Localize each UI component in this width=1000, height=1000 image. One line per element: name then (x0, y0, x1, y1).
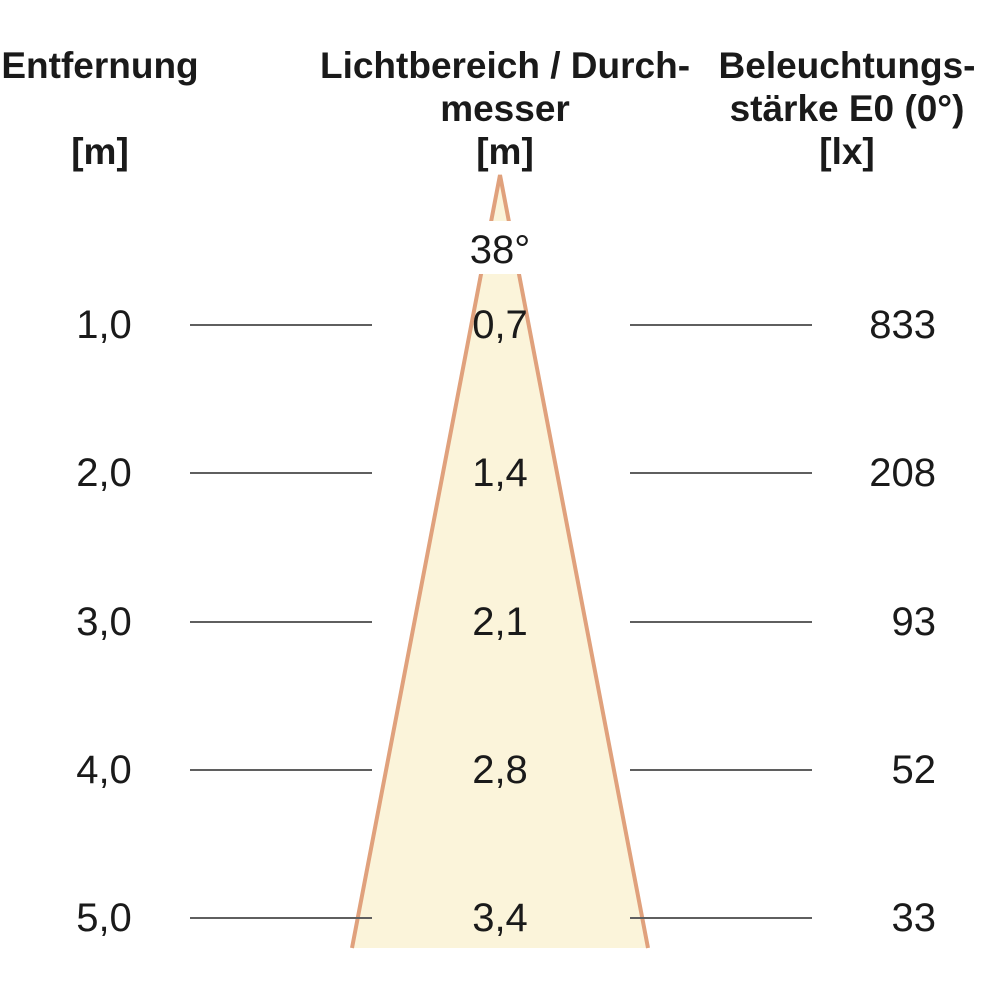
distance-value-4: 4,0 (76, 748, 132, 792)
header-distance: Entfernung [m] (1, 44, 198, 173)
header-illuminance-title-line2: stärke E0 (0°) (729, 88, 965, 129)
header-illuminance-unit: [lx] (819, 131, 875, 172)
beam-angle-value: 38° (469, 228, 531, 272)
diameter-value-1: 0,7 (472, 303, 528, 347)
distance-value-3: 3,0 (76, 600, 132, 644)
header-illuminance-title-line1: Beleuchtungs- (718, 45, 976, 86)
diameter-value-4: 2,8 (472, 748, 528, 792)
distance-value-1: 1,0 (76, 303, 132, 347)
illuminance-value-4: 52 (891, 748, 937, 792)
light-cone-fill (352, 175, 648, 948)
diameter-value-3: 2,1 (472, 600, 528, 644)
header-illuminance: Beleuchtungs- stärke E0 (0°) [lx] (719, 44, 976, 173)
diameter-value-2: 1,4 (472, 451, 528, 495)
illuminance-value-5: 33 (891, 896, 937, 940)
header-diameter: Lichtbereich / Durch- messer [m] (320, 44, 690, 173)
header-diameter-title-line1: Lichtbereich / Durch- (319, 45, 691, 86)
header-distance-title: Entfernung (1, 45, 199, 86)
header-distance-unit: [m] (71, 131, 129, 172)
distance-value-2: 2,0 (76, 451, 132, 495)
beam-angle-label-mask (443, 221, 557, 274)
header-diameter-title-line2: messer (440, 88, 570, 129)
light-cone-edges (350, 174, 650, 949)
header-spacer (1, 87, 198, 91)
distance-value-5: 5,0 (76, 896, 132, 940)
illuminance-value-1: 833 (869, 303, 936, 347)
header-diameter-unit: [m] (476, 131, 534, 172)
diameter-value-5: 3,4 (472, 896, 528, 940)
illuminance-value-3: 93 (891, 600, 937, 644)
illuminance-value-2: 208 (869, 451, 936, 495)
